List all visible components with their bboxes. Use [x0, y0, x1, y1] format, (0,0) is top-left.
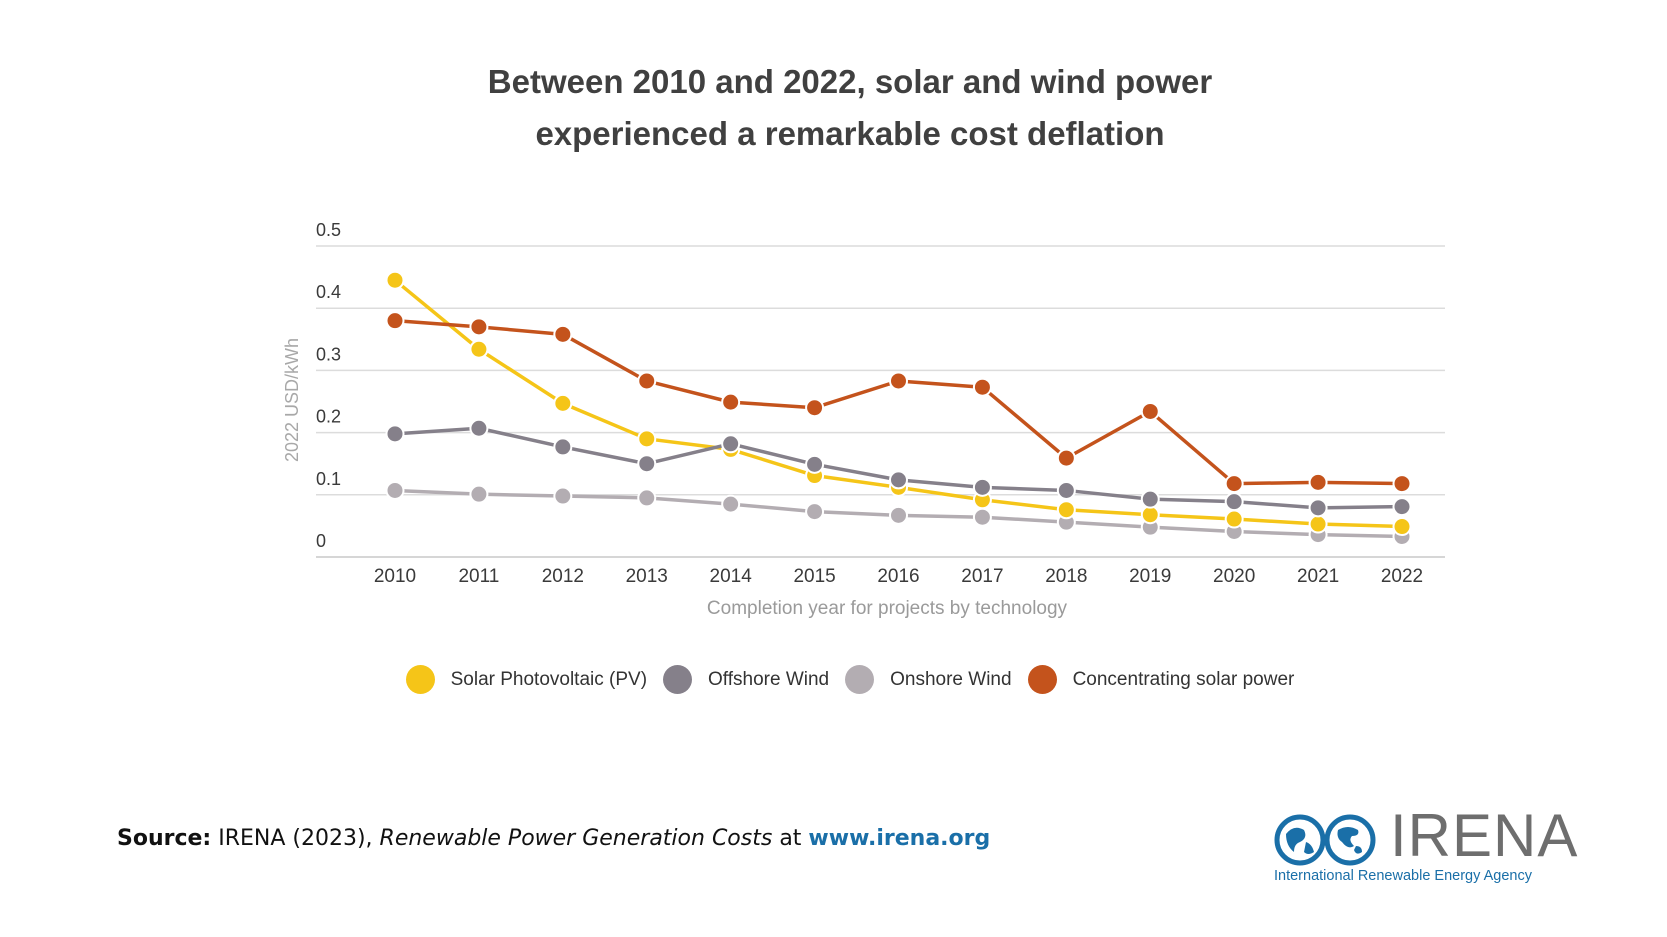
x-tick-label: 2010 — [374, 566, 416, 587]
data-point — [1308, 514, 1328, 534]
x-axis-ticks: 2010 2011 2012 2013 2014 2015 2016 2017 2018 2019… — [374, 566, 1423, 587]
data-point — [1140, 505, 1160, 525]
x-tick-label: 2019 — [1129, 566, 1171, 587]
data-point — [1224, 492, 1244, 512]
data-point — [805, 398, 825, 418]
data-point — [889, 371, 908, 391]
x-tick-label: 2021 — [1297, 566, 1339, 587]
data-point — [385, 270, 405, 290]
series-concentrating-solar-power — [385, 311, 1412, 494]
source-at: at — [772, 826, 809, 851]
data-point — [805, 454, 825, 474]
y-tick-label: 0.1 — [316, 469, 341, 489]
line-chart: 00.10.20.30.40.5 2010 2011 2012 2013 2014 201… — [282, 220, 1445, 619]
data-point — [1308, 498, 1328, 518]
legend-item: Solar Photovoltaic (PV) — [405, 665, 648, 694]
data-point — [469, 484, 489, 504]
data-point — [637, 371, 657, 391]
data-point — [972, 477, 992, 497]
y-tick-label: 0.5 — [316, 220, 341, 240]
data-point — [553, 324, 573, 344]
legend-swatch — [845, 665, 875, 694]
y-tick-label: 0.3 — [316, 344, 341, 364]
chart-gridlines — [316, 245, 1445, 558]
legend-item: Onshore Wind — [845, 665, 1012, 694]
data-point — [1224, 474, 1244, 494]
legend-label: Offshore Wind — [708, 668, 830, 690]
data-point — [972, 507, 992, 527]
data-point — [1308, 472, 1328, 492]
legend-label: Concentrating solar power — [1072, 668, 1295, 690]
chart-title-line-2: experienced a remarkable cost deflation — [535, 115, 1165, 152]
x-tick-label: 2018 — [1045, 566, 1087, 587]
data-point — [805, 502, 825, 522]
legend-item: Offshore Wind — [663, 665, 829, 694]
legend-swatch — [405, 665, 435, 694]
x-tick-label: 2016 — [877, 566, 919, 587]
y-tick-label: 0.4 — [316, 282, 341, 302]
chart-title-line-1: Between 2010 and 2022, solar and wind po… — [487, 63, 1213, 100]
data-point — [469, 339, 489, 359]
chart-series — [385, 270, 1412, 546]
logo-subtitle: International Renewable Energy Agency — [1274, 868, 1532, 884]
data-point — [1056, 500, 1076, 520]
source-publication: Renewable Power Generation Costs — [379, 826, 773, 851]
x-tick-label: 2020 — [1213, 566, 1255, 587]
x-tick-label: 2014 — [710, 566, 753, 587]
data-point — [721, 434, 741, 454]
x-tick-label: 2012 — [542, 566, 584, 587]
legend-swatch — [663, 665, 693, 694]
source-note: Source: IRENA (2023), Renewable Power Ge… — [117, 826, 990, 851]
data-point — [1056, 480, 1076, 500]
data-point — [553, 486, 573, 506]
data-point — [889, 505, 908, 525]
data-point — [1224, 509, 1244, 529]
series-offshore-wind — [385, 418, 1412, 518]
legend-item: Concentrating solar power — [1027, 665, 1295, 694]
source-label: Source: — [117, 826, 212, 851]
data-point — [972, 377, 992, 397]
x-tick-label: 2022 — [1381, 566, 1423, 587]
data-point — [469, 418, 489, 438]
data-point — [385, 480, 405, 500]
data-point — [553, 393, 573, 413]
data-point — [1392, 474, 1412, 494]
data-point — [637, 429, 657, 449]
series-line — [394, 318, 1403, 486]
data-point — [1140, 489, 1160, 509]
x-tick-label: 2017 — [961, 566, 1003, 587]
data-point — [469, 317, 489, 337]
data-point — [637, 488, 657, 508]
source-text: IRENA (2023), — [211, 826, 380, 851]
data-point — [1056, 448, 1076, 468]
legend-swatch — [1027, 665, 1057, 694]
y-tick-label: 0.2 — [316, 407, 341, 427]
data-point — [721, 392, 741, 412]
data-point — [1392, 517, 1412, 537]
irena-logo: IRENA International Renewable Energy Age… — [1272, 804, 1577, 890]
data-point — [1140, 401, 1160, 421]
source-url-link[interactable]: www.irena.org — [808, 826, 991, 851]
chart-title: Between 2010 and 2022, solar and wind po… — [0, 56, 1667, 160]
logo-wordmark: IRENA — [1390, 802, 1579, 869]
x-tick-label: 2011 — [458, 566, 499, 587]
legend-label: Onshore Wind — [890, 668, 1012, 690]
chart-legend: Solar Photovoltaic (PV) Offshore Wind Onsh… — [0, 665, 1667, 694]
x-tick-label: 2015 — [793, 566, 835, 587]
data-point — [385, 424, 405, 444]
x-tick-label: 2013 — [626, 566, 668, 587]
globe-icon — [1274, 814, 1376, 866]
y-axis-ticks: 0 0.1 0.2 0.3 0.4 0.5 — [316, 220, 341, 551]
x-axis-label: Completion year for projects by technolo… — [707, 598, 1068, 619]
data-point — [721, 494, 741, 514]
data-point — [637, 454, 657, 474]
y-axis-label: 2022 USD/kWh — [282, 338, 302, 462]
y-tick-label: 0 — [316, 531, 326, 551]
legend-label: Solar Photovoltaic (PV) — [450, 668, 648, 690]
data-point — [1392, 497, 1412, 517]
data-point — [889, 470, 908, 490]
data-point — [553, 437, 573, 457]
data-point — [385, 311, 405, 331]
